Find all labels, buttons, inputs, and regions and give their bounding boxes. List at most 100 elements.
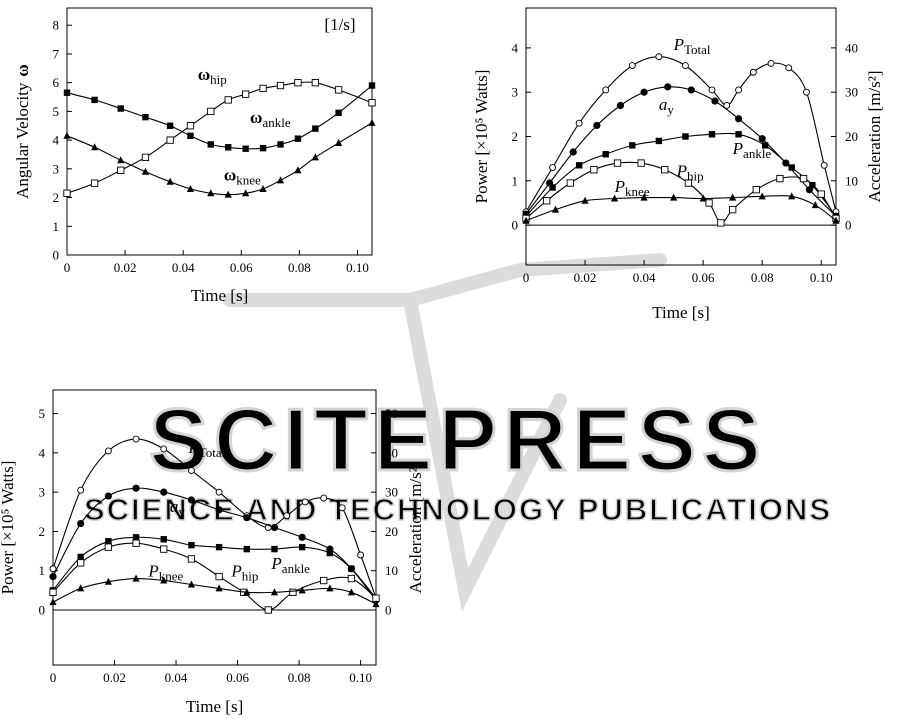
- data-point: [799, 174, 808, 183]
- y-tick-label: 2: [53, 190, 60, 205]
- data-point: [141, 167, 150, 175]
- data-point: [593, 121, 601, 130]
- data-point: [243, 588, 251, 596]
- data-point: [289, 588, 297, 596]
- series-hip: ω hip: [63, 65, 376, 197]
- data-point: [49, 573, 57, 581]
- y-axis-unit: [1/s]: [324, 15, 355, 34]
- plot-frame: [66, 7, 373, 256]
- series-knee: Pknee: [49, 562, 380, 608]
- data-point: [613, 159, 622, 167]
- x-axis-label: Time [s]: [652, 303, 709, 322]
- x-tick-label: 0.02: [103, 670, 126, 685]
- data-point: [575, 119, 583, 127]
- data-point: [785, 64, 793, 72]
- data-point: [729, 193, 737, 201]
- series-label: Pankle: [732, 139, 772, 161]
- y-tick-label: 4: [512, 40, 519, 55]
- data-point: [132, 539, 140, 547]
- y-right-tick-label: 40: [385, 445, 398, 460]
- data-point: [117, 166, 125, 174]
- y-right-tick-label: 50: [385, 406, 398, 421]
- data-point: [372, 600, 380, 608]
- data-point: [687, 86, 695, 94]
- data-point: [215, 584, 223, 592]
- data-point: [590, 166, 598, 174]
- data-point: [334, 138, 343, 146]
- y-tick-label: 1: [39, 563, 46, 578]
- data-point: [160, 536, 167, 543]
- x-tick-label: 0: [50, 670, 57, 685]
- y-right-tick-label: 30: [385, 485, 398, 500]
- y-tick-label: 2: [39, 524, 46, 539]
- data-point: [242, 145, 249, 152]
- y-axis-symbol: ω: [13, 64, 32, 76]
- series-label-main: ω: [224, 165, 236, 184]
- y-right-tick-label: 10: [385, 563, 398, 578]
- y-right-tick-label: 10: [845, 173, 858, 188]
- series-label: PTotal: [187, 438, 225, 460]
- data-point: [270, 523, 279, 532]
- series-knee: ωknee: [63, 118, 376, 198]
- data-point: [241, 90, 250, 98]
- data-point: [207, 189, 215, 197]
- data-point: [761, 142, 769, 149]
- x-tick-label: 0.06: [226, 670, 249, 685]
- data-point: [767, 59, 775, 67]
- data-point: [77, 519, 85, 528]
- data-point: [264, 606, 272, 614]
- data-point: [705, 199, 713, 207]
- x-tick-label: 0.04: [172, 260, 195, 275]
- series-label-main: P: [673, 35, 684, 54]
- data-point: [551, 205, 560, 213]
- data-point: [63, 189, 71, 197]
- data-point: [207, 141, 214, 148]
- data-point: [187, 496, 196, 504]
- series-hip: Phip: [522, 159, 840, 227]
- x-tick-label: 0.06: [692, 270, 715, 285]
- data-point: [664, 83, 672, 91]
- y-tick-label: 1: [53, 219, 60, 234]
- data-point: [610, 194, 619, 202]
- series-label-sub: knee: [159, 569, 184, 584]
- data-point: [602, 151, 609, 158]
- data-point: [294, 135, 302, 142]
- data-point: [224, 96, 232, 104]
- data-point: [243, 514, 251, 522]
- data-point: [132, 574, 140, 582]
- data-point: [566, 179, 574, 187]
- data-point: [602, 86, 610, 94]
- data-point: [77, 584, 85, 592]
- series-label-main: P: [270, 554, 281, 573]
- data-point: [160, 445, 168, 453]
- series-label: ωhip: [198, 65, 227, 87]
- data-point: [723, 102, 731, 109]
- data-point: [215, 488, 223, 496]
- series-label-sub: knee: [236, 172, 261, 187]
- series-label-sub: hip: [210, 72, 227, 87]
- data-point: [334, 86, 343, 94]
- x-tick-label: 0.10: [810, 270, 833, 285]
- data-point: [357, 551, 365, 559]
- y-tick-label: 3: [512, 85, 519, 100]
- data-point: [729, 205, 737, 214]
- data-point: [522, 216, 530, 224]
- series-line: [52, 438, 377, 599]
- data-point: [311, 153, 319, 161]
- data-point: [637, 159, 645, 167]
- data-point: [708, 86, 716, 94]
- data-point: [91, 96, 98, 104]
- y-axis-label: Power [×10⁵ Watts]: [472, 70, 491, 204]
- y-tick-label: 0: [512, 218, 519, 233]
- y-right-axis-label: Acceleration [m/s²]: [406, 461, 425, 593]
- data-point: [681, 62, 689, 70]
- data-point: [187, 555, 196, 563]
- series-label-main: P: [230, 562, 241, 581]
- data-point: [320, 494, 328, 502]
- data-point: [640, 88, 648, 96]
- series-label-main: a: [170, 497, 179, 516]
- data-point: [301, 498, 309, 506]
- data-point: [49, 565, 57, 573]
- x-tick-label: 0: [64, 260, 71, 275]
